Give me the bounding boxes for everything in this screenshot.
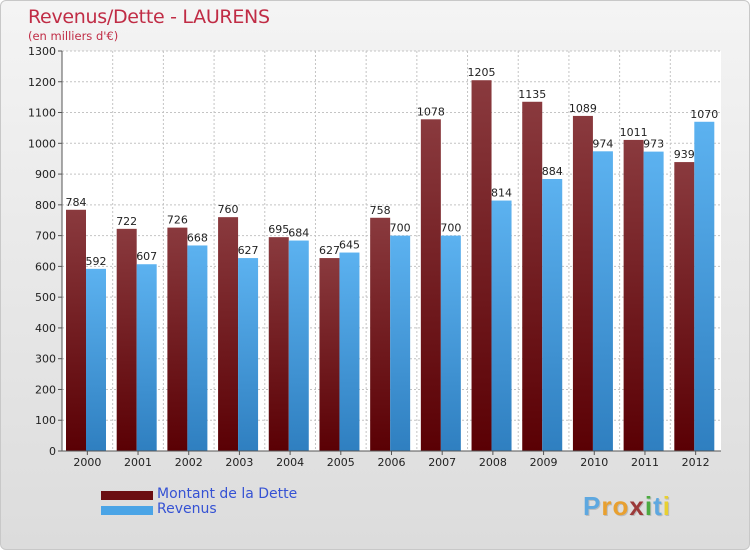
bar-revenus-2003 (238, 258, 259, 451)
data-label-revenus-2003: 627 (238, 244, 259, 257)
axes: 0 100 200 300 400 500 600 700 800 900 1000 1100 1200… (28, 45, 721, 469)
x-tick-label: 2000 (73, 456, 101, 469)
data-label-revenus-2000: 592 (86, 255, 107, 268)
bars (66, 80, 715, 452)
data-label-revenus-2012: 1070 (690, 108, 718, 121)
x-tick-label: 2005 (327, 456, 355, 469)
y-tick-label: 1000 (28, 137, 56, 150)
logo-letter: o (612, 491, 630, 521)
legend-label-revenus: Revenus (157, 501, 217, 517)
bar-debt-2003 (218, 217, 239, 451)
data-label-revenus-2007: 700 (440, 222, 461, 235)
y-tick-label: 100 (35, 414, 56, 427)
x-tick-label: 2004 (276, 456, 304, 469)
legend-label-debt: Montant de la Dette (157, 486, 298, 502)
bar-debt-2008 (471, 80, 492, 451)
bar-debt-2011 (623, 139, 644, 451)
x-tick-label: 2010 (580, 456, 608, 469)
data-label-debt-2003: 760 (218, 203, 239, 216)
bar-revenus-2012 (694, 121, 715, 452)
data-label-revenus-2004: 684 (288, 227, 309, 240)
logo-letter: i (662, 491, 671, 521)
data-label-revenus-2005: 645 (339, 239, 360, 252)
bar-debt-2005 (319, 258, 340, 451)
bar-revenus-2006 (390, 235, 411, 451)
x-tick-label: 2012 (682, 456, 710, 469)
y-tick-label: 1100 (28, 107, 56, 120)
y-tick-label: 600 (35, 260, 56, 273)
data-label-revenus-2006: 700 (390, 222, 411, 235)
bar-debt-2006 (370, 217, 391, 451)
y-tick-label: 0 (49, 445, 56, 458)
y-tick-label: 900 (35, 168, 56, 181)
logo-letter: P (583, 491, 602, 521)
logo-letter: r (601, 491, 613, 521)
logo-letter: t (653, 491, 663, 521)
x-tick-label: 2003 (225, 456, 253, 469)
x-tick-label: 2007 (428, 456, 456, 469)
data-label-debt-2007: 1078 (417, 105, 445, 118)
bar-revenus-2010 (592, 151, 613, 452)
data-label-debt-2011: 1011 (620, 126, 648, 139)
bar-debt-2001 (116, 228, 137, 451)
data-label-revenus-2002: 668 (187, 231, 208, 244)
logo-letter: x (629, 491, 645, 521)
y-tick-label: 200 (35, 383, 56, 396)
bar-revenus-2002 (187, 245, 208, 451)
x-tick-label: 2001 (124, 456, 152, 469)
data-label-revenus-2009: 884 (542, 165, 563, 178)
bar-debt-2012 (674, 162, 695, 452)
bar-revenus-2009 (542, 179, 563, 451)
y-tick-label: 1200 (28, 76, 56, 89)
data-label-revenus-2010: 974 (592, 137, 613, 150)
chart-title: Revenus/Dette - LAURENS (28, 6, 270, 28)
data-label-debt-2008: 1205 (468, 66, 496, 79)
legend-swatch-debt (101, 491, 153, 500)
y-tick-label: 300 (35, 353, 56, 366)
data-label-debt-2009: 1135 (518, 88, 546, 101)
bar-debt-2002 (167, 227, 188, 451)
y-tick-label: 400 (35, 322, 56, 335)
x-tick-label: 2011 (631, 456, 659, 469)
bar-revenus-2008 (491, 200, 512, 451)
bar-revenus-2004 (288, 240, 309, 451)
data-label-debt-2012: 939 (674, 148, 695, 161)
data-label-debt-2001: 722 (116, 215, 137, 228)
data-label-debt-2004: 695 (268, 223, 289, 236)
bar-debt-2010 (572, 115, 593, 451)
data-label-revenus-2001: 607 (136, 250, 157, 263)
bar-debt-2000 (66, 209, 86, 451)
data-label-debt-2006: 758 (370, 204, 391, 217)
legend-swatch-revenus (101, 506, 153, 515)
bar-revenus-2005 (339, 252, 360, 451)
chart-subtitle: (en milliers d'€) (28, 29, 119, 43)
bar-revenus-2007 (440, 235, 461, 451)
data-label-debt-2005: 627 (319, 244, 340, 257)
proxiti-logo: Proxiti (583, 491, 671, 522)
bar-debt-2004 (268, 237, 289, 451)
data-label-debt-2002: 726 (167, 214, 188, 227)
bar-revenus-2001 (136, 264, 157, 451)
y-tick-label: 700 (35, 230, 56, 243)
bar-revenus-2000 (86, 268, 106, 451)
y-tick-label: 1300 (28, 45, 56, 58)
y-tick-label: 500 (35, 291, 56, 304)
x-tick-label: 2008 (479, 456, 507, 469)
x-tick-label: 2006 (378, 456, 406, 469)
data-label-revenus-2011: 973 (643, 138, 664, 151)
x-tick-label: 2009 (530, 456, 558, 469)
bar-debt-2009 (522, 101, 543, 452)
bar-debt-2007 (420, 119, 441, 452)
data-label-debt-2000: 784 (66, 196, 87, 209)
x-tick-label: 2002 (175, 456, 203, 469)
logo-letter: i (644, 491, 654, 521)
data-label-revenus-2008: 814 (491, 187, 512, 200)
data-label-debt-2010: 1089 (569, 102, 597, 115)
bar-revenus-2011 (643, 151, 664, 451)
y-tick-label: 800 (35, 199, 56, 212)
